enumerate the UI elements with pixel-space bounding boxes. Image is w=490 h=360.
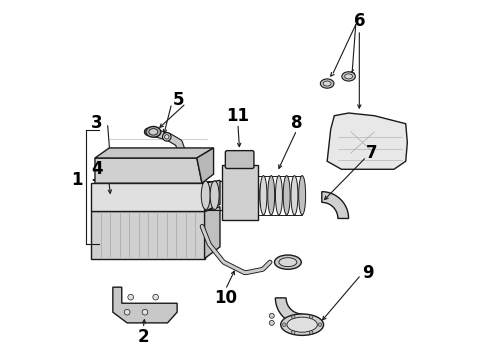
Ellipse shape <box>201 181 210 210</box>
Ellipse shape <box>291 176 298 215</box>
Polygon shape <box>95 158 202 183</box>
Polygon shape <box>275 298 302 325</box>
Circle shape <box>163 132 171 141</box>
Ellipse shape <box>268 176 275 215</box>
Circle shape <box>309 315 313 319</box>
Ellipse shape <box>323 81 331 86</box>
Text: 3: 3 <box>91 114 102 132</box>
Polygon shape <box>92 211 204 258</box>
Ellipse shape <box>210 181 219 210</box>
Circle shape <box>270 320 274 325</box>
Circle shape <box>142 309 148 315</box>
Circle shape <box>165 135 169 139</box>
Ellipse shape <box>149 129 158 135</box>
Text: 1: 1 <box>72 171 83 189</box>
Polygon shape <box>113 287 177 323</box>
Polygon shape <box>95 148 214 158</box>
Text: 8: 8 <box>291 114 302 132</box>
Text: 11: 11 <box>226 107 249 125</box>
FancyBboxPatch shape <box>225 150 254 168</box>
Circle shape <box>292 315 295 319</box>
Text: 7: 7 <box>366 144 378 162</box>
Ellipse shape <box>344 74 352 79</box>
Text: 4: 4 <box>91 160 102 178</box>
Ellipse shape <box>287 317 318 332</box>
Ellipse shape <box>252 176 259 215</box>
Ellipse shape <box>146 126 161 137</box>
Circle shape <box>124 309 130 315</box>
Ellipse shape <box>342 72 355 81</box>
Circle shape <box>283 323 286 327</box>
Polygon shape <box>92 183 204 211</box>
Ellipse shape <box>274 255 301 269</box>
Circle shape <box>292 330 295 334</box>
Ellipse shape <box>260 176 267 215</box>
Circle shape <box>309 330 313 334</box>
Text: 9: 9 <box>363 264 374 282</box>
Circle shape <box>128 294 134 300</box>
Text: 10: 10 <box>214 289 237 307</box>
Polygon shape <box>204 207 220 258</box>
Polygon shape <box>322 192 348 219</box>
Ellipse shape <box>320 79 334 88</box>
Text: 2: 2 <box>137 328 149 346</box>
Ellipse shape <box>281 314 323 336</box>
Ellipse shape <box>299 176 306 215</box>
Text: 6: 6 <box>354 12 365 30</box>
Circle shape <box>318 323 322 327</box>
Circle shape <box>270 313 274 318</box>
Circle shape <box>153 294 159 300</box>
Polygon shape <box>204 180 220 211</box>
Ellipse shape <box>279 258 297 267</box>
Ellipse shape <box>275 176 282 215</box>
Text: 5: 5 <box>173 91 185 109</box>
Ellipse shape <box>283 176 290 215</box>
FancyBboxPatch shape <box>222 165 258 220</box>
Polygon shape <box>327 113 407 169</box>
Polygon shape <box>197 148 214 183</box>
